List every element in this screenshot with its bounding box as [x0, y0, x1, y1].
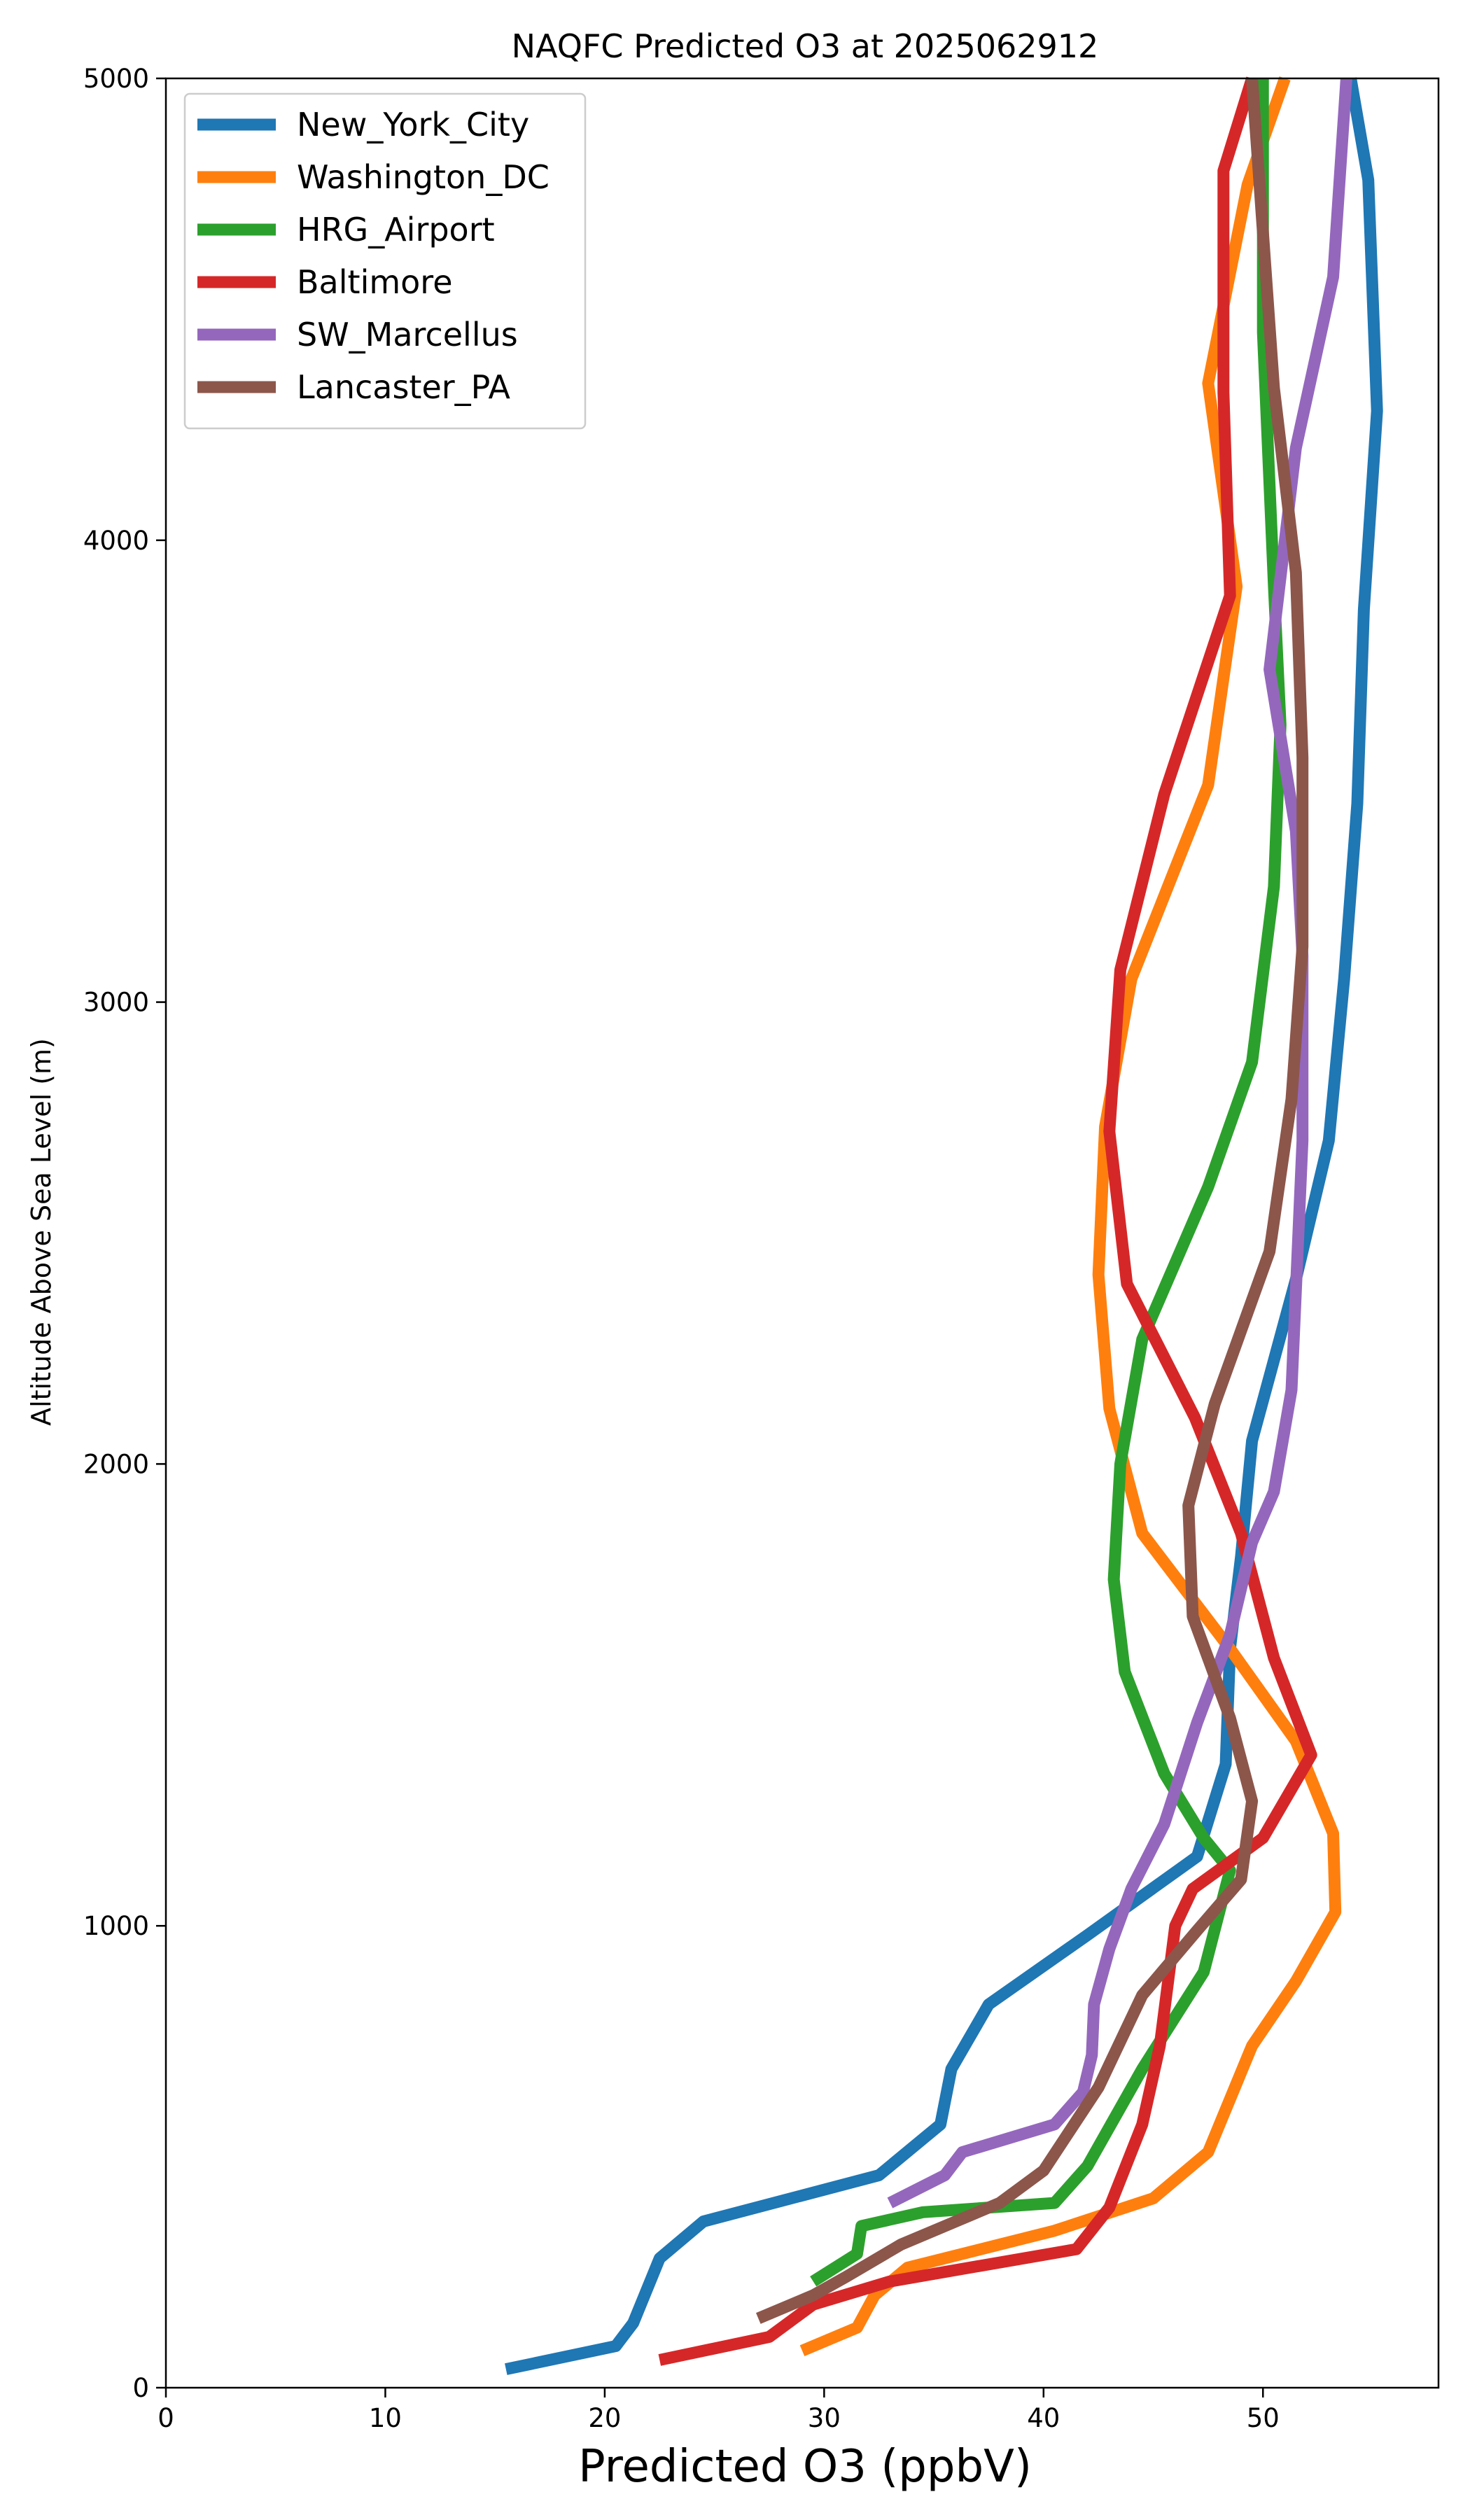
x-tick-label: 50 — [1247, 2403, 1280, 2433]
legend-label: Baltimore — [297, 263, 453, 301]
legend-label: Lancaster_PA — [297, 368, 510, 406]
y-tick-label: 3000 — [83, 988, 149, 1018]
x-tick-label: 20 — [588, 2403, 621, 2433]
series-line-washington-dc — [799, 76, 1342, 2357]
y-tick-label: 4000 — [83, 526, 149, 556]
series-layer — [505, 76, 1383, 2375]
series-line-new-york-city — [505, 77, 1383, 2375]
legend-label: New_York_City — [297, 106, 529, 144]
x-tick-label: 40 — [1027, 2403, 1060, 2433]
y-tick-label: 5000 — [83, 64, 149, 94]
x-tick-label: 0 — [158, 2403, 174, 2433]
y-tick-label: 1000 — [83, 1911, 149, 1941]
x-tick-label: 10 — [369, 2403, 402, 2433]
plot-frame — [164, 77, 1440, 2389]
x-axis-label: Predicted O3 (ppbV) — [578, 2441, 1032, 2493]
series-line-lancaster-pa — [756, 78, 1309, 2324]
series-line-baltimore — [658, 76, 1317, 2366]
axes: 0 10 20 30 40 50 0 1000 2000 3000 4000 5000 — [83, 64, 1440, 2433]
legend-label: Washington_DC — [297, 158, 550, 196]
legend-label: HRG_Airport — [297, 211, 495, 248]
y-axis-label: Altitude Above Sea Level (m) — [26, 1038, 57, 1426]
legend-label: SW_Marcellus — [297, 316, 518, 354]
legend: New_York_City Washington_DC HRG_Airport Bal… — [183, 92, 587, 430]
chart-title: NAQFC Predicted O3 at 2025062912 — [512, 27, 1099, 65]
y-tick-label: 2000 — [83, 1449, 149, 1479]
x-tick-label: 30 — [808, 2403, 841, 2433]
y-tick-label: 0 — [132, 2373, 149, 2403]
legend-box — [183, 92, 587, 430]
